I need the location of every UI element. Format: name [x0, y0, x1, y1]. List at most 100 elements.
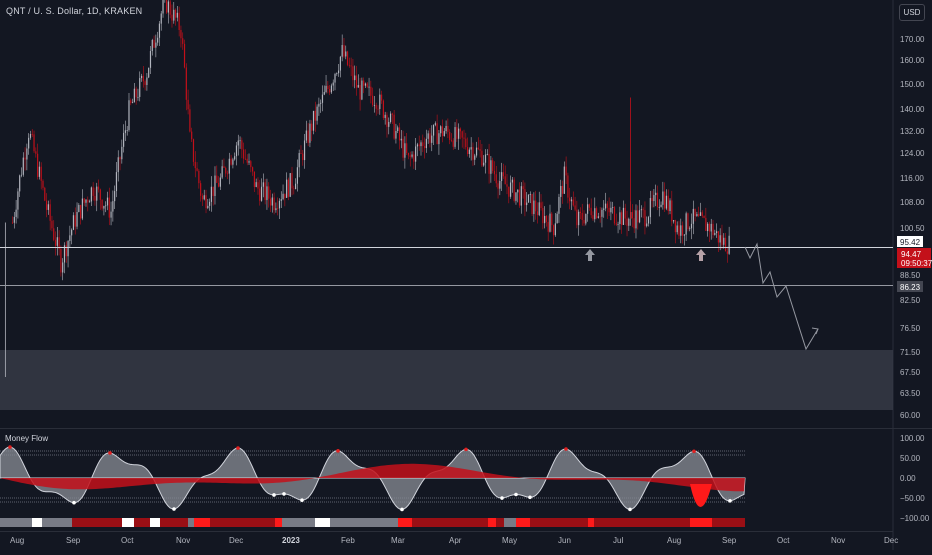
- arrow-up-icon[interactable]: [585, 249, 595, 261]
- mf-status-segment: [122, 518, 134, 527]
- candle-body: [80, 204, 82, 219]
- candle-body: [515, 192, 517, 201]
- price-axis[interactable]: 170.00 160.00 150.00 140.00 132.00 124.0…: [900, 35, 925, 420]
- candle-body: [38, 166, 41, 177]
- mf-trough-dot: [272, 493, 276, 497]
- candle-body: [712, 223, 714, 235]
- price-tick: 108.00: [900, 198, 925, 207]
- time-label: Aug: [667, 536, 681, 545]
- candle-body: [329, 89, 331, 93]
- candle-body: [253, 171, 255, 187]
- candle-body: [216, 175, 218, 183]
- candle-body: [436, 123, 438, 145]
- candle-body: [511, 179, 513, 183]
- candle-body: [603, 208, 605, 210]
- candle-body: [87, 199, 89, 203]
- projection-path[interactable]: [744, 242, 819, 351]
- candle-body: [252, 167, 254, 172]
- mf-status-segment: [188, 518, 194, 527]
- time-label: Apr: [449, 536, 462, 545]
- candle-body: [312, 110, 315, 131]
- candle-body: [545, 215, 548, 222]
- candle-body: [477, 147, 479, 150]
- candle-body: [642, 209, 644, 211]
- candle-body: [296, 167, 298, 184]
- candle-body: [526, 202, 528, 206]
- candle-body: [699, 212, 702, 216]
- mf-tick: 0.00: [900, 474, 916, 483]
- candle-body: [544, 215, 546, 224]
- candle-body: [707, 223, 709, 232]
- mf-trough-dot: [172, 507, 176, 511]
- candle-body: [149, 50, 152, 68]
- candle-body: [67, 240, 69, 257]
- candle-body: [671, 200, 673, 222]
- mf-status-segment: [194, 518, 210, 527]
- mf-status-segment: [398, 518, 412, 527]
- candle-body: [658, 206, 660, 208]
- candle-body: [409, 155, 411, 157]
- candle-body: [622, 207, 625, 225]
- chart-title[interactable]: QNT / U. S. Dollar, 1D, KRAKEN: [6, 6, 143, 16]
- mf-tick: 50.00: [900, 454, 921, 463]
- candle-body: [533, 200, 535, 215]
- candle-body: [244, 158, 247, 160]
- mf-status-segment: [134, 518, 150, 527]
- candle-body: [388, 121, 390, 127]
- candle-body: [483, 162, 485, 166]
- time-label: Jun: [558, 536, 571, 545]
- candle-body: [719, 235, 721, 243]
- candle-body: [81, 198, 84, 219]
- candle-body: [176, 12, 178, 18]
- candle-body: [271, 197, 273, 206]
- support-zone[interactable]: [0, 350, 893, 410]
- candle-body: [470, 147, 472, 150]
- candle-body: [298, 153, 300, 168]
- candle-body: [264, 182, 266, 201]
- candle-body: [13, 216, 15, 223]
- candles: [4, 0, 730, 377]
- candle-body: [422, 142, 424, 147]
- candle-body: [187, 99, 189, 110]
- candle-body: [612, 207, 614, 208]
- candle-body: [635, 210, 637, 229]
- mf-status-segment: [150, 518, 160, 527]
- indicator-title[interactable]: Money Flow: [5, 434, 49, 443]
- candle-body: [307, 130, 309, 143]
- candle-body: [508, 186, 510, 197]
- candle-body: [56, 237, 58, 246]
- mf-red-area: [0, 463, 745, 492]
- candle-body: [574, 205, 576, 210]
- candle-body: [493, 170, 496, 175]
- candle-body: [294, 183, 297, 190]
- candle-body: [601, 209, 603, 217]
- candle-body: [406, 143, 408, 153]
- candle-body: [626, 218, 628, 226]
- candle-body: [42, 180, 44, 188]
- mf-status-segment: [488, 518, 496, 527]
- candle-body: [413, 154, 415, 162]
- money-flow-indicator[interactable]: [0, 445, 746, 527]
- candle-body: [492, 160, 494, 171]
- candle-body: [488, 153, 490, 174]
- candle-body: [615, 223, 617, 225]
- candle-body: [585, 213, 587, 224]
- candle-body: [484, 154, 487, 163]
- mf-trough-dot: [728, 499, 732, 503]
- time-axis[interactable]: Aug Sep Oct Nov Dec 2023 Feb Mar Apr May…: [10, 536, 898, 545]
- candle-body: [114, 191, 116, 202]
- candle-body: [182, 38, 184, 44]
- candle-body: [325, 85, 327, 93]
- candle-body: [540, 202, 542, 209]
- candle-body: [651, 198, 653, 202]
- candle-body: [445, 125, 447, 132]
- candle-body: [192, 139, 195, 162]
- candle-body: [425, 138, 427, 149]
- arrow-up-icon[interactable]: [696, 249, 706, 261]
- time-label: 2023: [282, 536, 300, 545]
- currency-button[interactable]: USD: [899, 4, 925, 21]
- candle-body: [277, 208, 279, 210]
- candle-body: [359, 85, 361, 100]
